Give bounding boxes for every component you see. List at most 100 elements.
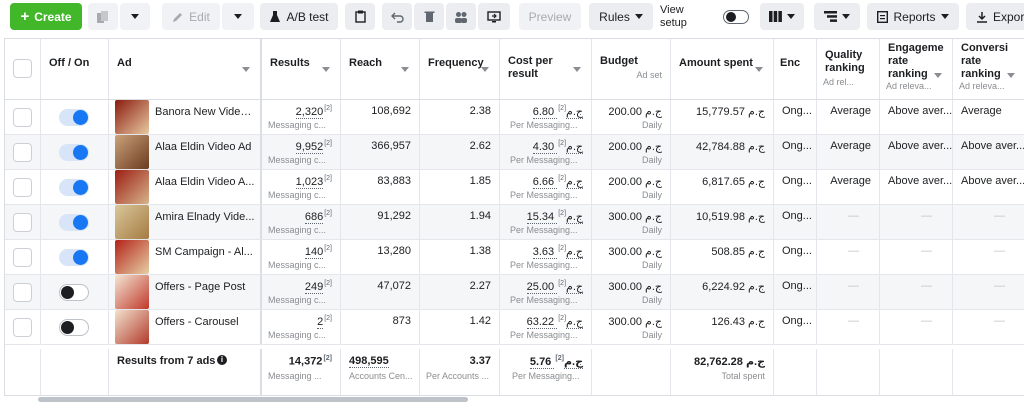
header-results[interactable]: Results <box>262 39 341 99</box>
table-row[interactable]: Offers - Carousel 2[2] Messaging c... 87… <box>5 310 1024 345</box>
frequency-value: 2.27 <box>469 280 491 292</box>
ad-status-toggle[interactable] <box>59 144 89 161</box>
audience-button[interactable] <box>446 3 476 30</box>
chevron-down-icon <box>940 14 949 19</box>
delete-button[interactable] <box>414 3 444 30</box>
conversion-ranking-value: — <box>994 245 1005 257</box>
amount-spent-value: 6,224.92 ج.م <box>702 281 765 293</box>
budget-value: 300.00 ج.م <box>608 246 662 258</box>
budget-value: 200.00 ج.م <box>608 141 662 153</box>
header-ends[interactable]: Enc <box>774 39 817 99</box>
header-off-on[interactable]: Off / On <box>41 39 109 99</box>
table-header: Off / On Ad Results Reach Frequency Cost… <box>5 39 1024 100</box>
ad-status-toggle[interactable] <box>59 179 89 196</box>
header-frequency[interactable]: Frequency <box>420 39 500 99</box>
results-value: 2,320 <box>295 105 324 119</box>
reports-button[interactable]: Reports <box>867 3 959 30</box>
row-checkbox[interactable] <box>13 108 32 127</box>
row-checkbox[interactable] <box>13 178 32 197</box>
row-checkbox[interactable] <box>13 283 32 302</box>
table-row[interactable]: Alaa Eldin Video Ad 9,952[2] Messaging c… <box>5 135 1024 170</box>
ad-name[interactable]: Amira Elnady Vide... <box>155 211 255 223</box>
duplicate-icon <box>97 10 108 23</box>
duplicate-button[interactable] <box>88 3 118 30</box>
ad-name[interactable]: Offers - Carousel <box>155 316 239 328</box>
ad-name[interactable]: Alaa Eldin Video A... <box>155 176 255 188</box>
header-cost-per-result[interactable]: Cost per result <box>500 39 592 99</box>
edit-button[interactable]: Edit <box>162 3 220 30</box>
row-checkbox[interactable] <box>13 213 32 232</box>
header-budget[interactable]: Budget Ad set <box>592 39 671 99</box>
toolbar: + Create Edit A/B test Preview Rules Vie… <box>0 0 1024 36</box>
table-row[interactable]: SM Campaign - Al... 140[2] Messaging c..… <box>5 240 1024 275</box>
info-icon[interactable]: i <box>217 355 227 365</box>
engagement-ranking-value: Above aver... <box>888 105 953 117</box>
ends-value: Ong... <box>782 280 812 292</box>
ads-table: Off / On Ad Results Reach Frequency Cost… <box>4 38 1024 396</box>
results-value: 249 <box>304 280 324 294</box>
table-row[interactable]: Alaa Eldin Video A... 1,023[2] Messaging… <box>5 170 1024 205</box>
ad-status-toggle[interactable] <box>59 249 89 266</box>
rules-button[interactable]: Rules <box>589 3 653 30</box>
amount-spent-value: 126.43 ج.م <box>711 316 765 328</box>
ad-status-toggle[interactable] <box>59 214 89 231</box>
publish-button[interactable] <box>478 3 510 30</box>
ad-thumbnail <box>115 310 149 344</box>
table-row[interactable]: Offers - Page Post 249[2] Messaging c...… <box>5 275 1024 310</box>
chevron-down-icon <box>842 14 850 19</box>
chevron-down-icon <box>234 14 242 19</box>
ad-status-toggle[interactable] <box>59 319 89 336</box>
undo-button[interactable] <box>382 3 412 30</box>
header-engagement-ranking[interactable]: Engageme rate ranking Ad releva... <box>880 39 953 99</box>
preview-button[interactable]: Preview <box>519 3 581 30</box>
cost-per-result-value: 6.66 ج.م <box>532 176 583 189</box>
ad-name[interactable]: Alaa Eldin Video Ad <box>155 141 252 153</box>
edit-dropdown[interactable] <box>222 3 254 30</box>
duplicate-dropdown[interactable] <box>120 3 150 30</box>
ad-name[interactable]: SM Campaign - Al... <box>155 246 253 258</box>
ad-thumbnail <box>115 135 149 169</box>
breakdown-button[interactable] <box>814 3 860 30</box>
ad-status-toggle[interactable] <box>59 109 89 126</box>
header-quality-ranking[interactable]: Quality ranking Ad rel... <box>817 39 880 99</box>
view-setup-toggle[interactable] <box>720 3 752 30</box>
row-checkbox[interactable] <box>13 248 32 267</box>
amount-spent-value: 42,784.88 ج.م <box>696 141 765 153</box>
quality-ranking-value: — <box>848 245 859 257</box>
header-reach[interactable]: Reach <box>341 39 420 99</box>
ad-name[interactable]: Banora New Video... <box>155 106 255 118</box>
header-conversion-ranking[interactable]: Conversi rate ranking Ad releva... <box>953 39 1024 99</box>
ad-name[interactable]: Offers - Page Post <box>155 281 246 293</box>
create-button[interactable]: + Create <box>10 3 82 30</box>
engagement-ranking-value: Above aver... <box>888 175 953 187</box>
columns-button[interactable] <box>760 3 804 30</box>
download-icon <box>977 11 987 23</box>
chevron-down-icon <box>131 14 139 19</box>
row-checkbox[interactable] <box>13 143 32 162</box>
ad-thumbnail <box>115 100 149 134</box>
conversion-ranking-value: — <box>994 315 1005 327</box>
table-row[interactable]: Amira Elnady Vide... 686[2] Messaging c.… <box>5 205 1024 240</box>
view-setup-label: View setup <box>660 4 687 29</box>
select-all-checkbox[interactable] <box>13 59 32 78</box>
ends-value: Ong... <box>782 105 812 117</box>
breakdown-icon <box>824 11 837 22</box>
frequency-value: 1.42 <box>469 315 491 327</box>
engagement-ranking-value: — <box>921 315 932 327</box>
ad-status-toggle[interactable] <box>59 284 89 301</box>
header-ad[interactable]: Ad <box>109 39 262 99</box>
results-value: 140 <box>304 245 324 259</box>
clipboard-button[interactable] <box>345 3 375 30</box>
ad-thumbnail <box>115 170 149 204</box>
table-row[interactable]: Banora New Video... 2,320[2] Messaging c… <box>5 100 1024 135</box>
reach-value: 83,883 <box>377 175 411 187</box>
horizontal-scrollbar[interactable] <box>38 397 468 402</box>
quality-ranking-value: Average <box>830 140 871 152</box>
summary-spent: 82,762.28 ج.م <box>693 356 765 368</box>
plus-icon: + <box>20 8 30 25</box>
header-amount-spent[interactable]: Amount spent <box>671 39 774 99</box>
export-button[interactable]: Export <box>966 3 1024 30</box>
ab-test-button[interactable]: A/B test <box>260 3 338 30</box>
row-checkbox[interactable] <box>13 318 32 337</box>
people-icon <box>455 11 467 23</box>
